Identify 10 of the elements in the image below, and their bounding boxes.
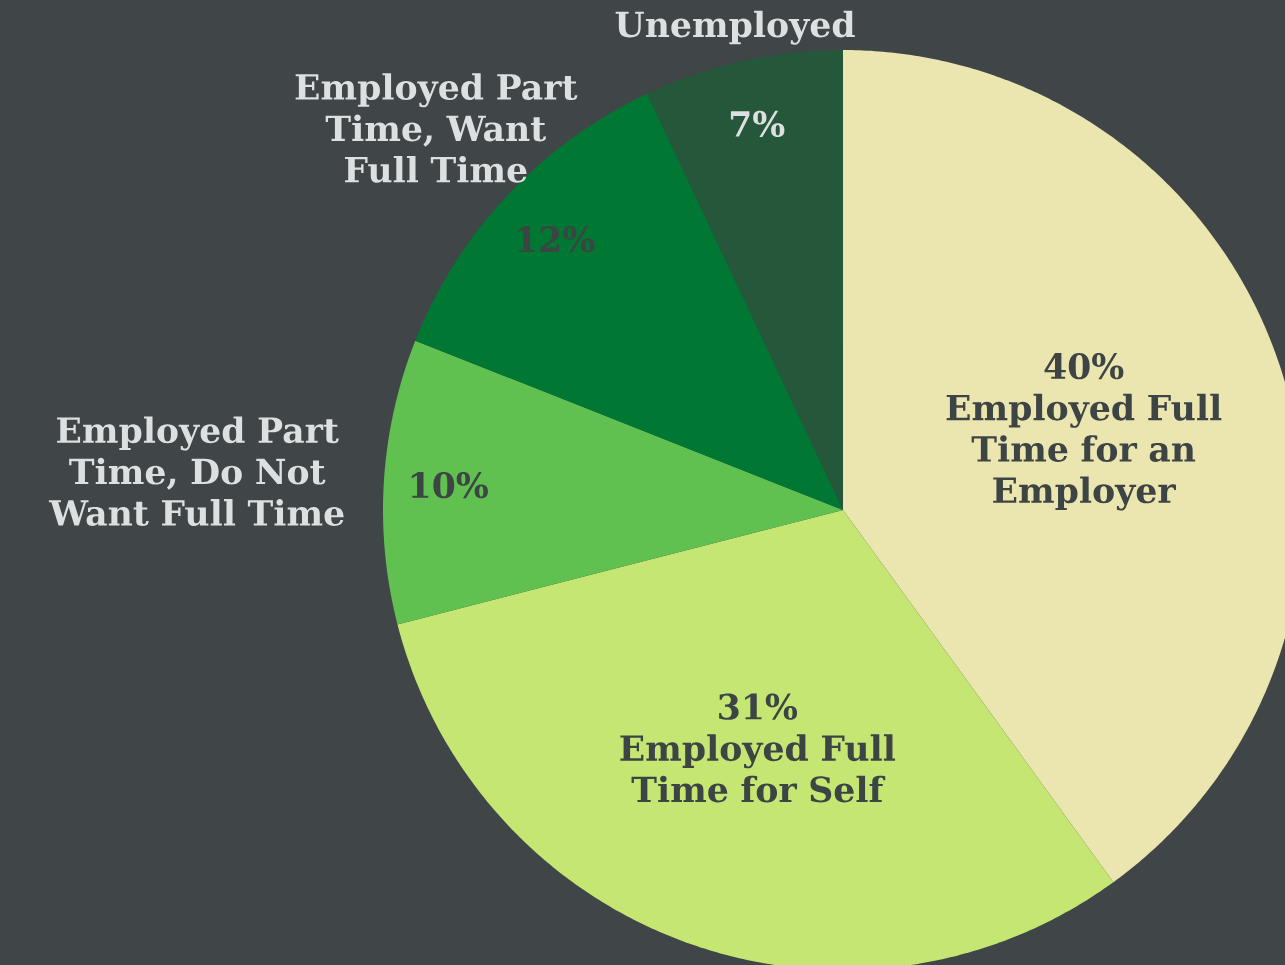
slice-label: Employed Part Time, Want Full Time (295, 73, 578, 183)
data-label: 12% (518, 226, 595, 253)
data-label: 10% (411, 472, 488, 499)
slice-label: Unemployed (615, 10, 855, 45)
data-label: 40% (1044, 353, 1124, 380)
slice-label: Employed Part Time, Do Not Want Full Time (48, 416, 344, 526)
data-label: 31% (719, 693, 798, 720)
slice-label: Employed Full Time for Self (620, 734, 896, 803)
data-label: 7% (730, 110, 785, 138)
slice-label: Employed Full Time for an Employer (946, 393, 1222, 511)
